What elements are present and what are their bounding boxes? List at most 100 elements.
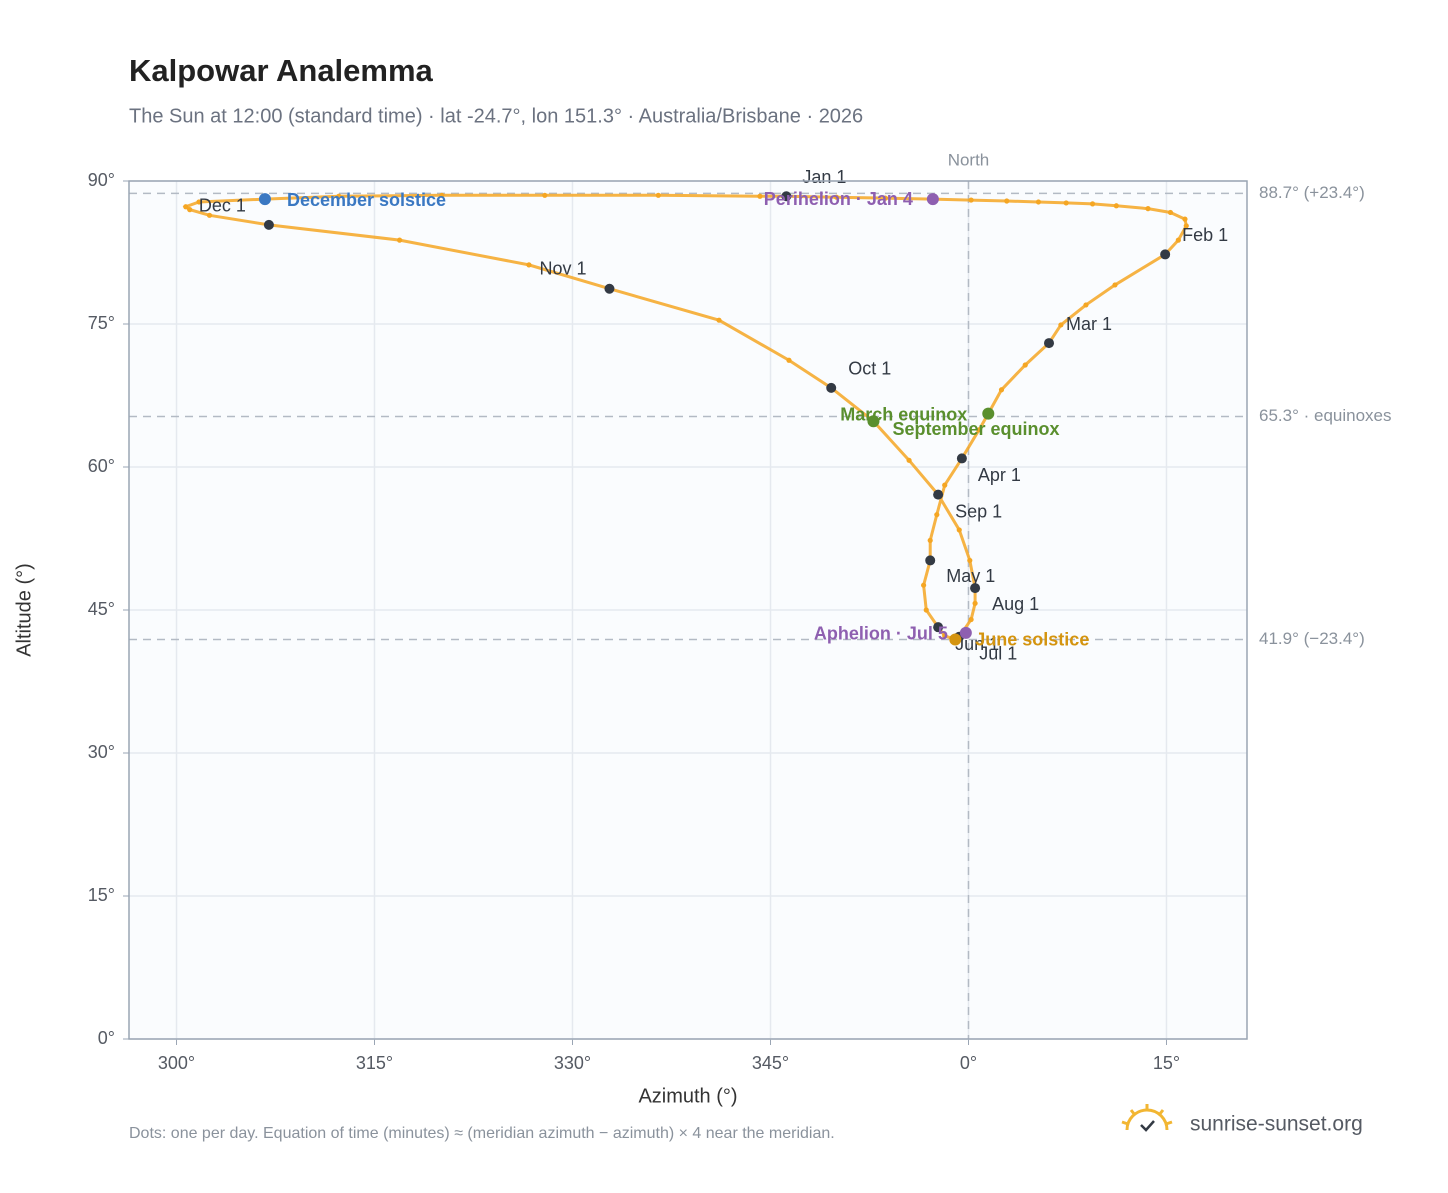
marker-label: Perihelion · Jan 4 bbox=[764, 189, 913, 209]
x-axis-label: Azimuth (°) bbox=[638, 1085, 737, 1107]
brand-icon bbox=[1121, 1104, 1173, 1132]
day-dot bbox=[1058, 322, 1064, 328]
marker-label: Oct 1 bbox=[848, 359, 891, 379]
x-tick-label: 0° bbox=[960, 1053, 977, 1073]
marker-label: Jul 1 bbox=[979, 643, 1017, 663]
day-dot bbox=[1112, 282, 1118, 288]
month-marker bbox=[956, 453, 967, 464]
reference-label: 65.3° · equinoxes bbox=[1259, 406, 1392, 425]
chart-subtitle: The Sun at 12:00 (standard time) · lat -… bbox=[129, 105, 863, 127]
y-tick-label: 30° bbox=[88, 742, 115, 762]
event-marker bbox=[959, 626, 972, 639]
day-dot bbox=[1145, 206, 1151, 212]
day-dot bbox=[1063, 200, 1069, 206]
day-dot bbox=[183, 204, 189, 210]
marker-label: Mar 1 bbox=[1066, 314, 1112, 334]
day-dot bbox=[1035, 199, 1042, 205]
plot-border bbox=[128, 180, 1248, 1040]
month-marker bbox=[781, 191, 792, 202]
day-dot bbox=[439, 192, 445, 198]
day-dot bbox=[1183, 223, 1189, 229]
day-dot bbox=[923, 607, 929, 613]
event-marker bbox=[926, 193, 939, 206]
day-dot bbox=[1022, 362, 1028, 368]
day-dot bbox=[396, 237, 403, 243]
day-dot bbox=[1175, 237, 1181, 243]
x-tick-label: 330° bbox=[554, 1053, 591, 1073]
day-dot bbox=[1004, 198, 1010, 204]
y-tick-label: 45° bbox=[88, 599, 115, 619]
day-dot bbox=[976, 427, 982, 433]
day-dot bbox=[956, 527, 962, 533]
day-dot bbox=[906, 457, 912, 463]
marker-label: Jun 1 bbox=[955, 634, 999, 654]
day-dot bbox=[968, 616, 974, 623]
month-marker bbox=[263, 219, 274, 230]
y-tick-label: 75° bbox=[88, 313, 115, 333]
day-dot bbox=[1182, 216, 1188, 222]
marker-label: Apr 1 bbox=[978, 465, 1021, 485]
marker-label: September equinox bbox=[892, 419, 1059, 439]
x-tick-label: 300° bbox=[158, 1053, 195, 1073]
day-dot bbox=[542, 192, 548, 198]
marker-label: December solstice bbox=[287, 190, 446, 210]
marker-label: Aug 1 bbox=[992, 594, 1039, 614]
day-dot bbox=[206, 212, 213, 218]
event-marker bbox=[258, 193, 271, 206]
day-dot bbox=[934, 512, 940, 518]
day-dot bbox=[196, 199, 202, 205]
event-marker bbox=[949, 633, 962, 646]
reference-label: 88.7° (+23.4°) bbox=[1259, 183, 1365, 202]
y-tick-label: 60° bbox=[88, 456, 115, 476]
month-marker bbox=[1044, 338, 1055, 349]
day-dot bbox=[655, 192, 661, 198]
day-dot bbox=[757, 193, 763, 199]
day-dot bbox=[833, 194, 840, 200]
day-dot bbox=[786, 357, 792, 363]
day-dot bbox=[187, 207, 193, 213]
chart-title: Kalpowar Analemma bbox=[129, 53, 434, 88]
day-dot bbox=[968, 197, 974, 203]
day-dot bbox=[967, 557, 973, 564]
day-dot bbox=[972, 600, 978, 606]
day-dot bbox=[526, 262, 532, 268]
marker-label: Feb 1 bbox=[1182, 225, 1228, 245]
x-tick-label: 345° bbox=[752, 1053, 789, 1073]
y-tick-label: 0° bbox=[98, 1028, 115, 1048]
marker-label: Jan 1 bbox=[802, 167, 846, 187]
month-marker bbox=[933, 489, 944, 500]
footnote: Dots: one per day. Equation of time (min… bbox=[129, 1125, 835, 1142]
day-dot bbox=[882, 195, 888, 201]
month-marker bbox=[826, 382, 837, 393]
month-marker bbox=[604, 283, 615, 294]
day-dot bbox=[1167, 209, 1174, 216]
day-dot bbox=[942, 633, 948, 639]
y-tick-label: 90° bbox=[88, 170, 115, 190]
day-dot bbox=[942, 482, 948, 488]
brand: sunrise-sunset.org bbox=[1190, 1113, 1363, 1136]
marker-label: June solstice bbox=[975, 629, 1089, 649]
x-tick-label: 315° bbox=[356, 1053, 393, 1073]
day-dot bbox=[998, 387, 1005, 393]
marker-label: Aphelion · Jul 5 bbox=[814, 624, 948, 644]
marker-label: Dec 1 bbox=[199, 196, 246, 216]
marker-label: Nov 1 bbox=[539, 258, 586, 278]
marker-label: Sep 1 bbox=[955, 501, 1002, 521]
day-dot bbox=[1089, 201, 1096, 207]
day-dot bbox=[1113, 203, 1119, 209]
event-marker bbox=[867, 415, 880, 428]
y-tick-label: 15° bbox=[88, 885, 115, 905]
day-dot bbox=[921, 582, 927, 588]
marker-label: May 1 bbox=[946, 566, 995, 586]
month-marker bbox=[933, 622, 944, 633]
event-marker bbox=[982, 407, 995, 420]
day-dot bbox=[716, 317, 722, 323]
month-marker bbox=[925, 555, 936, 566]
north-label: North bbox=[948, 150, 990, 169]
y-axis-label: Altitude (°) bbox=[13, 563, 35, 657]
reference-label: 41.9° (−23.4°) bbox=[1259, 629, 1365, 648]
month-marker bbox=[1160, 249, 1171, 260]
day-dot bbox=[1083, 302, 1089, 308]
day-dot bbox=[927, 537, 933, 544]
